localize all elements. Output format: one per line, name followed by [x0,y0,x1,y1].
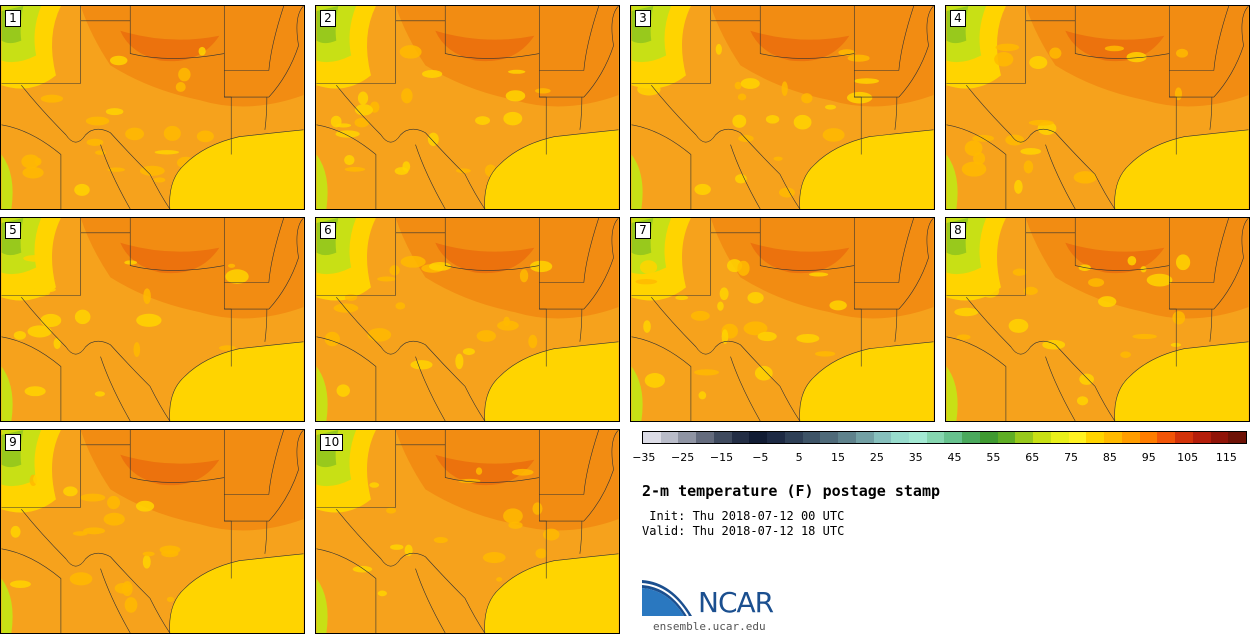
colorbar-swatch [696,432,714,443]
colorbar-tick-label: 115 [1215,451,1237,464]
temperature-map [316,218,619,421]
colorbar-swatch [802,432,821,443]
panel-number-label: 7 [635,222,651,239]
map-panel-4: 4 [945,5,1250,210]
temperature-map [631,6,934,209]
colorbar-swatch [1033,432,1051,443]
colorbar-tick-label: −5 [752,451,769,464]
panel-number-label: 4 [950,10,966,27]
colorbar-swatch [891,432,910,443]
temperature-map [316,6,619,209]
colorbar-swatch [1050,432,1069,443]
temperature-colorbar [642,431,1247,444]
colorbar-tick-label: 95 [1141,451,1156,464]
colorbar-swatch [1157,432,1176,443]
map-panel-1: 1 [0,5,305,210]
ncar-logo-icon [642,580,692,617]
colorbar-swatch [944,432,963,443]
temperature-map [1,6,304,209]
panel-number-label: 6 [320,222,336,239]
colorbar-tick-label: 65 [1025,451,1040,464]
map-panel-2: 2 [315,5,620,210]
colorbar-swatch [873,432,892,443]
colorbar-swatch [1121,432,1140,443]
colorbar-tick-label: 75 [1064,451,1079,464]
colorbar-tick-label: 25 [869,451,884,464]
map-panel-5: 5 [0,217,305,422]
colorbar-tick-label: 35 [908,451,923,464]
colorbar-tick-label: 85 [1102,451,1117,464]
colorbar-tick-label: 105 [1177,451,1199,464]
map-panel-9: 9 [0,429,305,634]
temperature-map [1,218,304,421]
colorbar-tick-label: −25 [671,451,695,464]
temperature-map [631,218,934,421]
colorbar-swatch [1228,432,1246,443]
panel-number-label: 9 [5,434,21,451]
map-panel-10: 10 [315,429,620,634]
colorbar-swatch [1192,432,1211,443]
valid-time: Valid: Thu 2018-07-12 18 UTC [642,524,845,538]
colorbar-swatch [1015,432,1034,443]
colorbar-swatch [1139,432,1158,443]
colorbar-tick-label: 45 [947,451,962,464]
panel-number-label: 3 [635,10,651,27]
colorbar-swatch [997,432,1016,443]
colorbar-swatch [1175,432,1193,443]
colorbar-swatch [926,432,945,443]
panel-number-label: 8 [950,222,966,239]
colorbar-swatch [1068,432,1087,443]
temperature-map [316,430,619,633]
colorbar-swatch [643,432,661,443]
colorbar-tick-label: 15 [831,451,846,464]
colorbar-swatch [749,432,768,443]
colorbar-tick-label: 55 [986,451,1001,464]
colorbar-tick-label: −35 [632,451,656,464]
colorbar-swatch [838,432,856,443]
panel-number-label: 10 [320,434,344,451]
colorbar-swatch [962,432,980,443]
colorbar-swatch [1104,432,1122,443]
map-panel-7: 7 [630,217,935,422]
map-panel-6: 6 [315,217,620,422]
colorbar-swatch [678,432,697,443]
colorbar-tick-label: −15 [709,451,734,464]
temperature-map [946,6,1249,209]
map-panel-3: 3 [630,5,935,210]
colorbar-swatch [820,432,839,443]
colorbar-swatch [979,432,998,443]
logo-wordmark: NCAR [698,586,774,619]
panel-number-label: 2 [320,10,336,27]
colorbar-swatch [909,432,927,443]
website-url: ensemble.ucar.edu [653,620,766,633]
colorbar-swatch [784,432,803,443]
panel-number-label: 1 [5,10,21,27]
panel-number-label: 5 [5,222,21,239]
temperature-map [1,430,304,633]
temperature-map [946,218,1249,421]
colorbar-swatch [1086,432,1105,443]
chart-title: 2-m temperature (F) postage stamp [642,482,941,500]
colorbar-tick-label: 5 [795,451,803,464]
map-panel-8: 8 [945,217,1250,422]
colorbar-swatch [731,432,750,443]
colorbar-swatch [660,432,679,443]
colorbar-swatch [767,432,785,443]
colorbar-swatch [855,432,874,443]
colorbar-swatch [1210,432,1229,443]
init-time: Init: Thu 2018-07-12 00 UTC [642,509,845,523]
colorbar-swatch [713,432,732,443]
colorbar-tick-labels: −35 −25 −15 −5 5 15 25 35 45 55 65 75 85 95 105 115 [632,451,1247,465]
